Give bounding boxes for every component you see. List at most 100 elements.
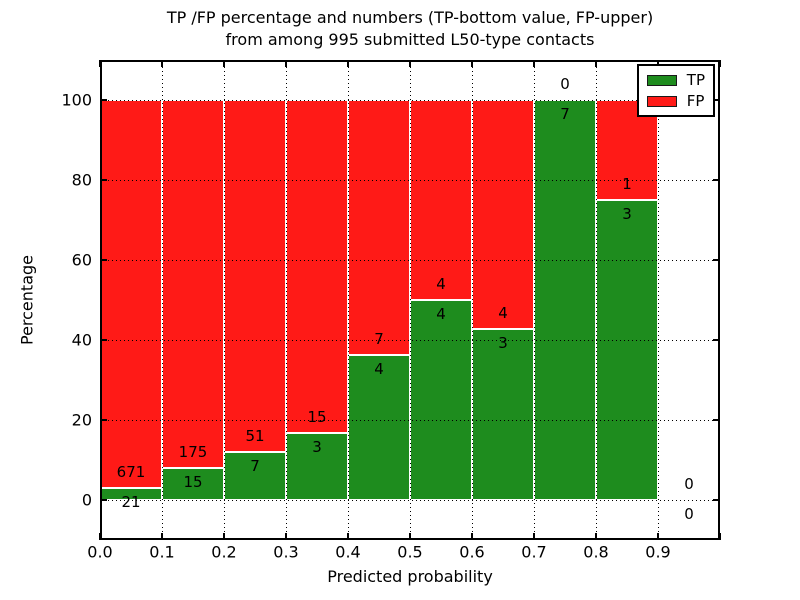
- y-tick: [100, 419, 107, 421]
- x-tick: [719, 533, 721, 540]
- bar-segment-tp: [348, 354, 410, 500]
- x-tick-label: 0.5: [397, 542, 423, 562]
- tp-count-label: 0: [684, 505, 694, 523]
- x-tick: [657, 533, 659, 540]
- y-tick: [713, 179, 720, 181]
- x-tick: [347, 60, 349, 67]
- tp-count-label: 3: [622, 205, 632, 223]
- y-tick: [713, 99, 720, 101]
- y-tick: [100, 179, 107, 181]
- gridline-vertical: [595, 60, 597, 540]
- x-tick-label: 0.9: [645, 542, 671, 562]
- bar-segment-tp: [224, 451, 286, 500]
- fp-count-label: 175: [178, 443, 208, 462]
- bar-segment-fp: [410, 100, 472, 300]
- gridline-vertical: [223, 60, 225, 540]
- y-axis-label: Percentage: [17, 254, 37, 346]
- x-tick-label: 0.2: [211, 542, 237, 562]
- x-tick: [657, 60, 659, 67]
- bar-segment-tp: [534, 100, 596, 500]
- tp-count-label: 7: [560, 105, 570, 123]
- y-tick-label: 0: [81, 490, 92, 510]
- legend-swatch-tp-icon: [646, 74, 677, 86]
- tp-count-label: 3: [312, 438, 322, 457]
- plot-area: TP FP 671 21 175 15 51 7 15 3 7 4 4 4 4 3 0 7 1 3 0 0: [99, 60, 721, 540]
- legend-item-tp: TP: [646, 71, 705, 89]
- gridline-vertical: [285, 60, 287, 540]
- x-tick-label: 0.8: [583, 542, 609, 562]
- x-tick: [161, 60, 163, 67]
- x-tick-label: 0.4: [335, 542, 361, 562]
- fp-count-label: 1: [622, 175, 632, 193]
- fp-count-label: 51: [245, 426, 265, 445]
- legend-label-tp: TP: [686, 71, 705, 89]
- gridline-vertical: [533, 60, 535, 540]
- x-tick-label: 0.1: [149, 542, 175, 562]
- fp-count-label: 15: [307, 408, 327, 427]
- legend-item-fp: FP: [646, 92, 705, 110]
- tp-count-label: 15: [183, 473, 203, 492]
- y-tick-label: 40: [71, 330, 92, 350]
- y-tick-label: 100: [61, 90, 92, 110]
- gridline-vertical: [409, 60, 411, 540]
- tp-count-label: 3: [498, 333, 508, 352]
- fp-count-label: 4: [498, 303, 508, 322]
- bar-segment-tp: [410, 300, 472, 500]
- x-tick-label: 0.3: [273, 542, 299, 562]
- bar-segment-fp: [224, 100, 286, 452]
- y-tick-label: 80: [71, 170, 92, 190]
- y-tick-label: 20: [71, 410, 92, 430]
- x-tick: [223, 60, 225, 67]
- fp-count-label: 0: [560, 75, 570, 93]
- x-tick: [223, 533, 225, 540]
- tp-count-label: 4: [374, 359, 384, 378]
- bar-segment-fp: [286, 100, 348, 434]
- chart-title-line1: TP /FP percentage and numbers (TP-bottom…: [166, 8, 654, 27]
- x-tick-label: 0.0: [87, 542, 113, 562]
- tp-count-label: 4: [436, 305, 446, 323]
- y-tick: [713, 499, 720, 501]
- y-tick: [100, 499, 107, 501]
- y-tick: [713, 419, 720, 421]
- x-tick: [99, 60, 101, 67]
- y-tick: [713, 339, 720, 341]
- x-axis-label: Predicted probability: [327, 567, 493, 586]
- legend-label-fp: FP: [686, 92, 705, 110]
- tp-count-label: 21: [121, 492, 141, 511]
- x-tick: [285, 533, 287, 540]
- x-tick: [471, 533, 473, 540]
- bar-segment-fp: [348, 100, 410, 355]
- tp-count-label: 7: [250, 456, 260, 475]
- bar-segment-tp: [472, 328, 534, 500]
- y-tick: [100, 339, 107, 341]
- x-tick: [719, 60, 721, 67]
- bar-segment-fp: [472, 100, 534, 329]
- bar-segment-fp: [162, 100, 224, 469]
- x-tick: [99, 533, 101, 540]
- y-tick-label: 60: [71, 250, 92, 270]
- x-tick: [533, 533, 535, 540]
- gridline-vertical: [657, 60, 659, 540]
- x-tick: [409, 60, 411, 67]
- x-tick: [471, 60, 473, 67]
- fp-count-label: 0: [684, 475, 694, 493]
- chart-title-line2: from among 995 submitted L50-type contac…: [225, 30, 595, 49]
- fp-count-label: 4: [436, 275, 446, 293]
- legend: TP FP: [636, 64, 715, 117]
- x-tick: [533, 60, 535, 67]
- bar-segment-fp: [100, 100, 162, 488]
- legend-swatch-fp-icon: [646, 95, 677, 107]
- chart-title: TP /FP percentage and numbers (TP-bottom…: [90, 7, 730, 51]
- x-tick: [161, 533, 163, 540]
- y-tick: [100, 259, 107, 261]
- x-tick: [595, 533, 597, 540]
- bar-segment-tp: [286, 433, 348, 500]
- y-tick: [100, 99, 107, 101]
- bar-segment-tp: [162, 468, 224, 500]
- gridline-vertical: [161, 60, 163, 540]
- x-tick-label: 0.6: [459, 542, 485, 562]
- x-tick-label: 0.7: [521, 542, 547, 562]
- x-tick: [347, 533, 349, 540]
- gridline-vertical: [471, 60, 473, 540]
